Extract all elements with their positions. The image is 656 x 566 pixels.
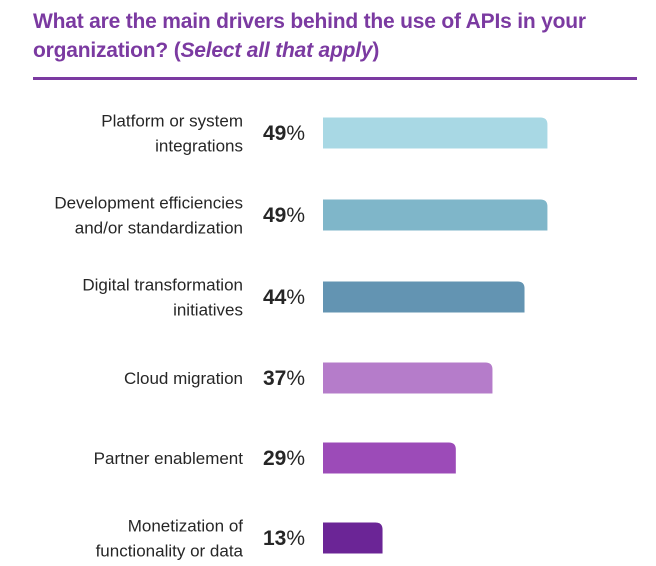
bar-group: Partner enablement 29% [94, 442, 456, 474]
value-label: 37% [263, 367, 305, 390]
category-label-line: Digital transformation [82, 276, 243, 295]
value-number: 49 [263, 204, 286, 227]
bar [323, 442, 456, 474]
value-unit: % [286, 204, 305, 227]
value-number: 49 [263, 122, 286, 145]
category-label-line: functionality or data [96, 542, 244, 561]
bar [323, 362, 493, 394]
value-unit: % [286, 286, 305, 309]
bar [323, 522, 383, 554]
value-unit: % [286, 122, 305, 145]
value-number: 44 [263, 286, 287, 309]
category-label: Partner enablement [94, 449, 244, 468]
bar-group: Monetization of functionality or data 13% [96, 517, 383, 561]
category-label-line: Monetization of [128, 517, 244, 536]
chart-title-main: What are the main drivers behind the use… [33, 10, 586, 62]
value-label: 29% [263, 447, 305, 470]
bar-group: Cloud migration 37% [124, 362, 493, 394]
value-number: 13 [263, 527, 286, 550]
category-label-line: Partner enablement [94, 449, 244, 468]
chart-title-close: ) [372, 39, 380, 62]
chart-title: What are the main drivers behind the use… [33, 7, 643, 65]
title-divider [33, 77, 637, 80]
category-label: Platform or system integrations [101, 112, 243, 156]
value-label: 49% [263, 122, 305, 145]
value-label: 49% [263, 204, 305, 227]
bar-group: Platform or system integrations 49% [101, 112, 548, 156]
category-label: Monetization of functionality or data [96, 517, 244, 561]
category-label: Cloud migration [124, 369, 243, 388]
category-label: Development efficiencies and/or standardi… [54, 194, 243, 238]
value-unit: % [286, 527, 305, 550]
value-label: 13% [263, 527, 305, 550]
value-unit: % [286, 367, 305, 390]
category-label-line: Development efficiencies [54, 194, 243, 213]
category-label: Digital transformation initiatives [82, 276, 243, 320]
category-label-line: and/or standardization [75, 219, 243, 238]
category-label-line: Platform or system [101, 112, 243, 131]
value-number: 37 [263, 367, 286, 390]
value-label: 44% [263, 286, 305, 309]
value-number: 29 [263, 447, 286, 470]
bar-group: Development efficiencies and/or standardi… [54, 194, 548, 238]
category-label-line: Cloud migration [124, 369, 243, 388]
category-label-line: integrations [155, 137, 243, 156]
bar [323, 117, 548, 149]
value-unit: % [286, 447, 305, 470]
bar [323, 199, 548, 231]
category-label-line: initiatives [173, 301, 243, 320]
bar-group: Digital transformation initiatives 44% [82, 276, 525, 320]
bar [323, 281, 525, 313]
chart-title-italic: Select all that apply [180, 39, 373, 62]
